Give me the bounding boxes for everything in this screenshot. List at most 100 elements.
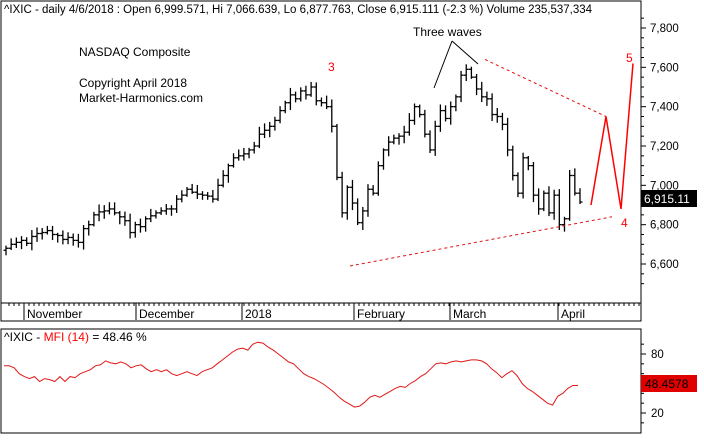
price-y-label: 7,200 xyxy=(650,141,679,153)
ohlc-bar xyxy=(205,192,211,200)
ohlc-bar xyxy=(530,161,536,203)
ohlc-bar xyxy=(339,171,345,218)
ohlc-bar xyxy=(360,206,366,230)
lower-trendline xyxy=(349,216,613,267)
price-y-label: 7,600 xyxy=(650,62,679,74)
ohlc-bar xyxy=(432,120,438,156)
price-x-label: November xyxy=(27,307,82,321)
ohlc-bar xyxy=(34,227,40,242)
ohlc-bar xyxy=(365,184,371,217)
price-badge: 6,915.11 xyxy=(644,192,690,206)
wave-4-label: 4 xyxy=(621,216,628,230)
ohlc-bar xyxy=(112,202,118,216)
ohlc-bar xyxy=(458,70,464,103)
ohlc-bar xyxy=(380,148,386,170)
mfi-y-label: 20 xyxy=(651,408,664,420)
price-y-label: 7,400 xyxy=(650,102,679,114)
ohlc-bar xyxy=(148,208,154,223)
price-y-label: 7,800 xyxy=(650,23,679,35)
ohlc-bar xyxy=(386,136,392,157)
ohlc-bar xyxy=(344,185,350,220)
mfi-title-value: = 48.46 % xyxy=(89,330,147,344)
ohlc-bar xyxy=(443,105,449,122)
price-x-label: March xyxy=(453,307,486,321)
ohlc-bar xyxy=(355,198,361,226)
ohlc-bar xyxy=(194,184,200,199)
ohlc-bar xyxy=(225,163,231,183)
price-x-label: February xyxy=(357,307,405,321)
ohlc-bar xyxy=(50,225,56,241)
ohlc-bar xyxy=(494,107,500,123)
ohlc-bar xyxy=(210,189,216,203)
index-name-label: NASDAQ Composite xyxy=(79,45,191,59)
mfi-title: ^IXIC - MFI (14) = 48.46 % xyxy=(4,330,147,344)
ohlc-bar xyxy=(551,189,557,220)
ohlc-bar xyxy=(81,225,87,250)
ohlc-bar xyxy=(65,232,71,245)
mfi-line xyxy=(4,341,578,408)
ohlc-bar xyxy=(287,87,293,111)
ohlc-bar xyxy=(427,130,433,153)
ohlc-bar xyxy=(132,221,138,238)
ohlc-bar xyxy=(313,82,319,106)
price-y-label: 6,600 xyxy=(650,259,679,271)
ohlc-bar xyxy=(468,66,474,79)
ohlc-bar xyxy=(303,85,309,100)
mfi-y-axis: 80 20 xyxy=(641,343,664,424)
ohlc-bar xyxy=(525,155,531,171)
ohlc-bar xyxy=(189,183,195,194)
ohlc-bar xyxy=(318,97,324,107)
ohlc-bar xyxy=(86,220,92,236)
upper-trendline xyxy=(484,59,607,117)
ohlc-bar xyxy=(168,205,174,216)
ohlc-bar xyxy=(499,112,505,131)
ohlc-bar xyxy=(572,168,578,196)
ohlc-bar xyxy=(453,94,459,112)
ohlc-bar xyxy=(236,149,242,161)
ohlc-bar xyxy=(200,191,206,200)
ohlc-bar xyxy=(96,204,102,222)
price-badge-bg xyxy=(641,190,697,207)
price-panel-frame xyxy=(0,0,642,322)
ohlc-bar xyxy=(143,216,149,232)
price-x-label: April xyxy=(561,307,585,321)
chart-header: ^IXIC - daily 4/6/2018 : Open 6,999.571,… xyxy=(4,4,593,16)
mfi-badge: 48.4578 xyxy=(645,377,689,391)
ohlc-bar xyxy=(479,81,485,103)
mfi-badge-bg xyxy=(641,375,697,392)
ohlc-bar xyxy=(220,170,226,188)
ohlc-bar xyxy=(60,230,66,245)
ohlc-bar xyxy=(463,64,469,82)
ohlc-bar xyxy=(417,104,423,118)
ohlc-bar xyxy=(215,178,221,202)
ohlc-bar xyxy=(391,134,397,145)
ohlc-bar xyxy=(70,233,76,246)
ohlc-bar xyxy=(122,211,128,226)
three-waves-pointer-right xyxy=(451,40,479,65)
price-y-label: 7,000 xyxy=(650,180,679,192)
ohlc-bar xyxy=(329,99,335,133)
ohlc-bar xyxy=(163,204,169,215)
site-label: Market-Harmonics.com xyxy=(79,91,203,105)
ohlc-bar xyxy=(308,81,314,97)
ohlc-bar xyxy=(137,218,143,233)
ohlc-bar xyxy=(484,91,490,106)
ohlc-bar xyxy=(334,123,340,181)
ohlc-bar xyxy=(39,227,45,240)
ohlc-bar xyxy=(127,213,133,239)
ohlc-bar xyxy=(293,91,299,103)
ohlc-bar xyxy=(251,141,257,154)
price-y-label: 6,800 xyxy=(650,220,679,232)
ohlc-bar xyxy=(184,187,190,197)
ohlc-bar xyxy=(510,145,516,181)
ohlc-bar xyxy=(101,205,107,219)
price-x-axis: November December 2018 February March April xyxy=(8,303,640,321)
ohlc-bar xyxy=(556,189,562,230)
price-x-label: December xyxy=(139,307,194,321)
ohlc-bar xyxy=(272,116,278,131)
price-x-label: 2018 xyxy=(245,307,272,321)
ohlc-bar xyxy=(246,147,252,159)
ohlc-bar xyxy=(19,236,25,250)
ohlc-bar xyxy=(474,73,480,96)
ohlc-bar xyxy=(117,211,123,225)
